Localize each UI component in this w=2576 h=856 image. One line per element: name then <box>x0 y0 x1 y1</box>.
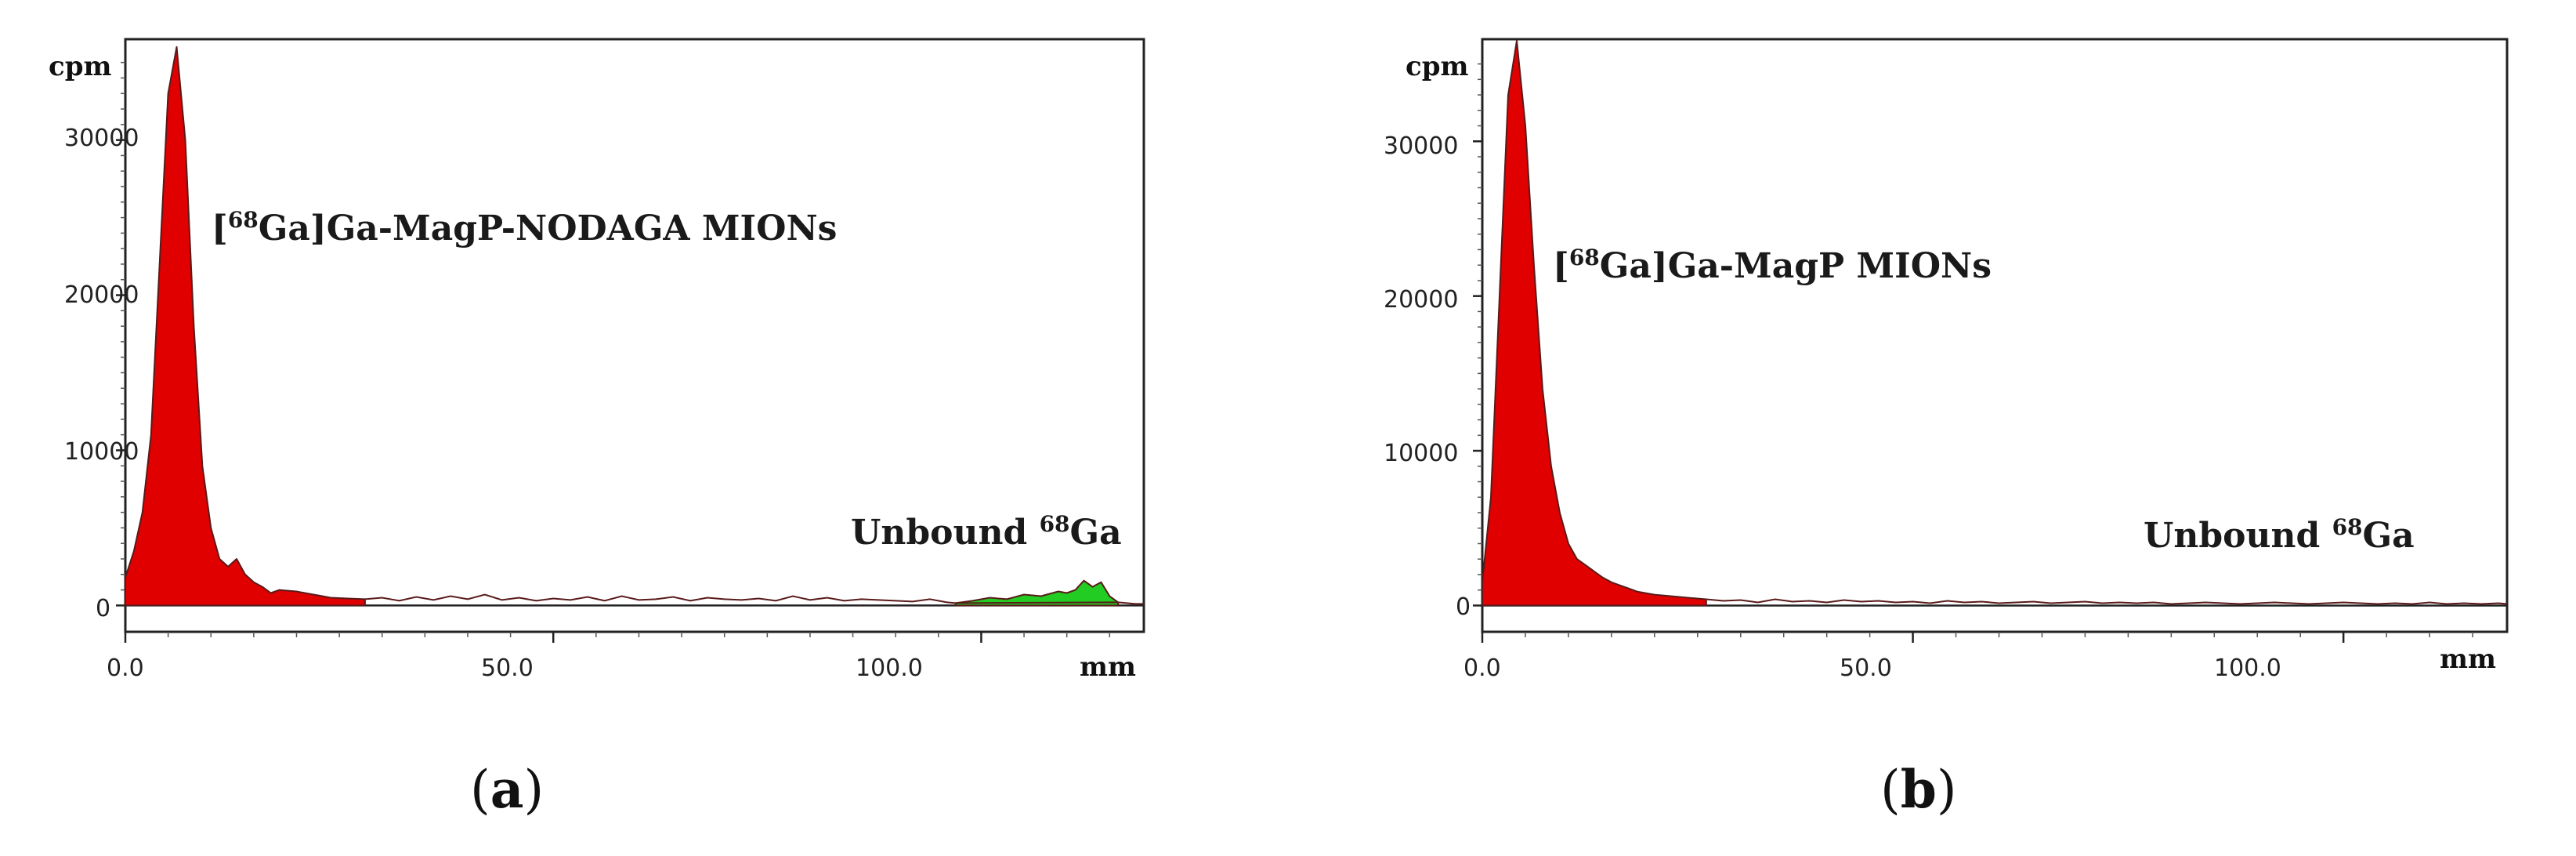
unbound-label-a: Unbound <box>851 513 1027 553</box>
x-unit-label-b: mm <box>2440 644 2496 675</box>
data-area-b <box>1482 40 2508 607</box>
peak-sup-a: 68 <box>228 207 259 233</box>
unbound-element-b: Ga <box>2363 516 2415 556</box>
x-tick-50-b: 50.0 <box>1840 655 1892 682</box>
x-tick-100-a: 100.0 <box>856 655 923 682</box>
unbound-annotation-a: Unbound 68Ga <box>851 511 1122 553</box>
peak-sup-b: 68 <box>1569 245 1600 270</box>
panel-a: cpm mm 30000 20000 10000 0 0.0 50.0 100.… <box>49 38 1145 683</box>
unbound-sup-b: 68 <box>2332 514 2363 540</box>
y-tick-10000-a: 10000 <box>64 438 139 466</box>
peak-label-a: Ga]Ga-MagP-NODAGA MIONs <box>259 209 838 248</box>
y-tick-0-b: 0 <box>1456 593 1471 621</box>
caption-letter-b: b <box>1901 759 1937 820</box>
plot-frame-b <box>1481 38 2509 633</box>
tail-trace-b <box>1706 598 2508 605</box>
x-tick-50-a: 50.0 <box>481 655 534 682</box>
unbound-sup-a: 68 <box>1040 511 1070 537</box>
caption-b: (b) <box>1880 759 1957 820</box>
peak-annotation-a: [68Ga]Ga-MagP-NODAGA MIONs <box>212 207 837 248</box>
y-tick-20000-b: 20000 <box>1384 286 1458 314</box>
y-unit-label-a: cpm <box>49 51 111 82</box>
x-tick-0-a: 0.0 <box>107 655 144 682</box>
panel-b: cpm mm 30000 20000 10000 0 0.0 50.0 100.… <box>1384 38 2509 682</box>
caption-letter-a: a <box>490 759 524 820</box>
y-tick-20000-a: 20000 <box>64 281 139 309</box>
y-unit-label-b: cpm <box>1406 51 1468 82</box>
plot-frame-a <box>124 38 1145 633</box>
x-tick-100-b: 100.0 <box>2214 655 2281 682</box>
caption-a: (a) <box>470 759 544 820</box>
x-unit-label-a: mm <box>1080 651 1136 683</box>
unbound-annotation-b: Unbound 68Ga <box>2144 514 2415 556</box>
tail-trace-a <box>364 593 1144 605</box>
series-area-a-1 <box>954 579 1120 607</box>
peak-annotation-b: [68Ga]Ga-MagP MIONs <box>1553 245 1992 286</box>
series-area-b-0 <box>1482 40 1707 607</box>
peak-label-b: Ga]Ga-MagP MIONs <box>1600 246 1992 286</box>
unbound-label-b: Unbound <box>2144 516 2320 556</box>
y-tick-10000-b: 10000 <box>1384 440 1458 467</box>
y-tick-30000-b: 30000 <box>1384 132 1458 160</box>
series-area-a-0 <box>125 45 366 607</box>
y-tick-30000-a: 30000 <box>64 125 139 152</box>
y-tick-0-a: 0 <box>96 595 110 622</box>
data-area-a <box>125 45 1144 607</box>
x-tick-0-b: 0.0 <box>1463 655 1501 682</box>
unbound-element-a: Ga <box>1070 513 1122 553</box>
axis-ticks-a <box>116 61 1111 643</box>
